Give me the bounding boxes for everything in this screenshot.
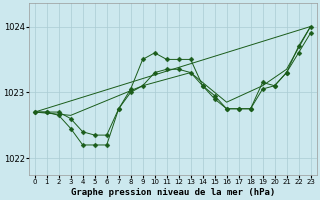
X-axis label: Graphe pression niveau de la mer (hPa): Graphe pression niveau de la mer (hPa) [70,188,275,197]
